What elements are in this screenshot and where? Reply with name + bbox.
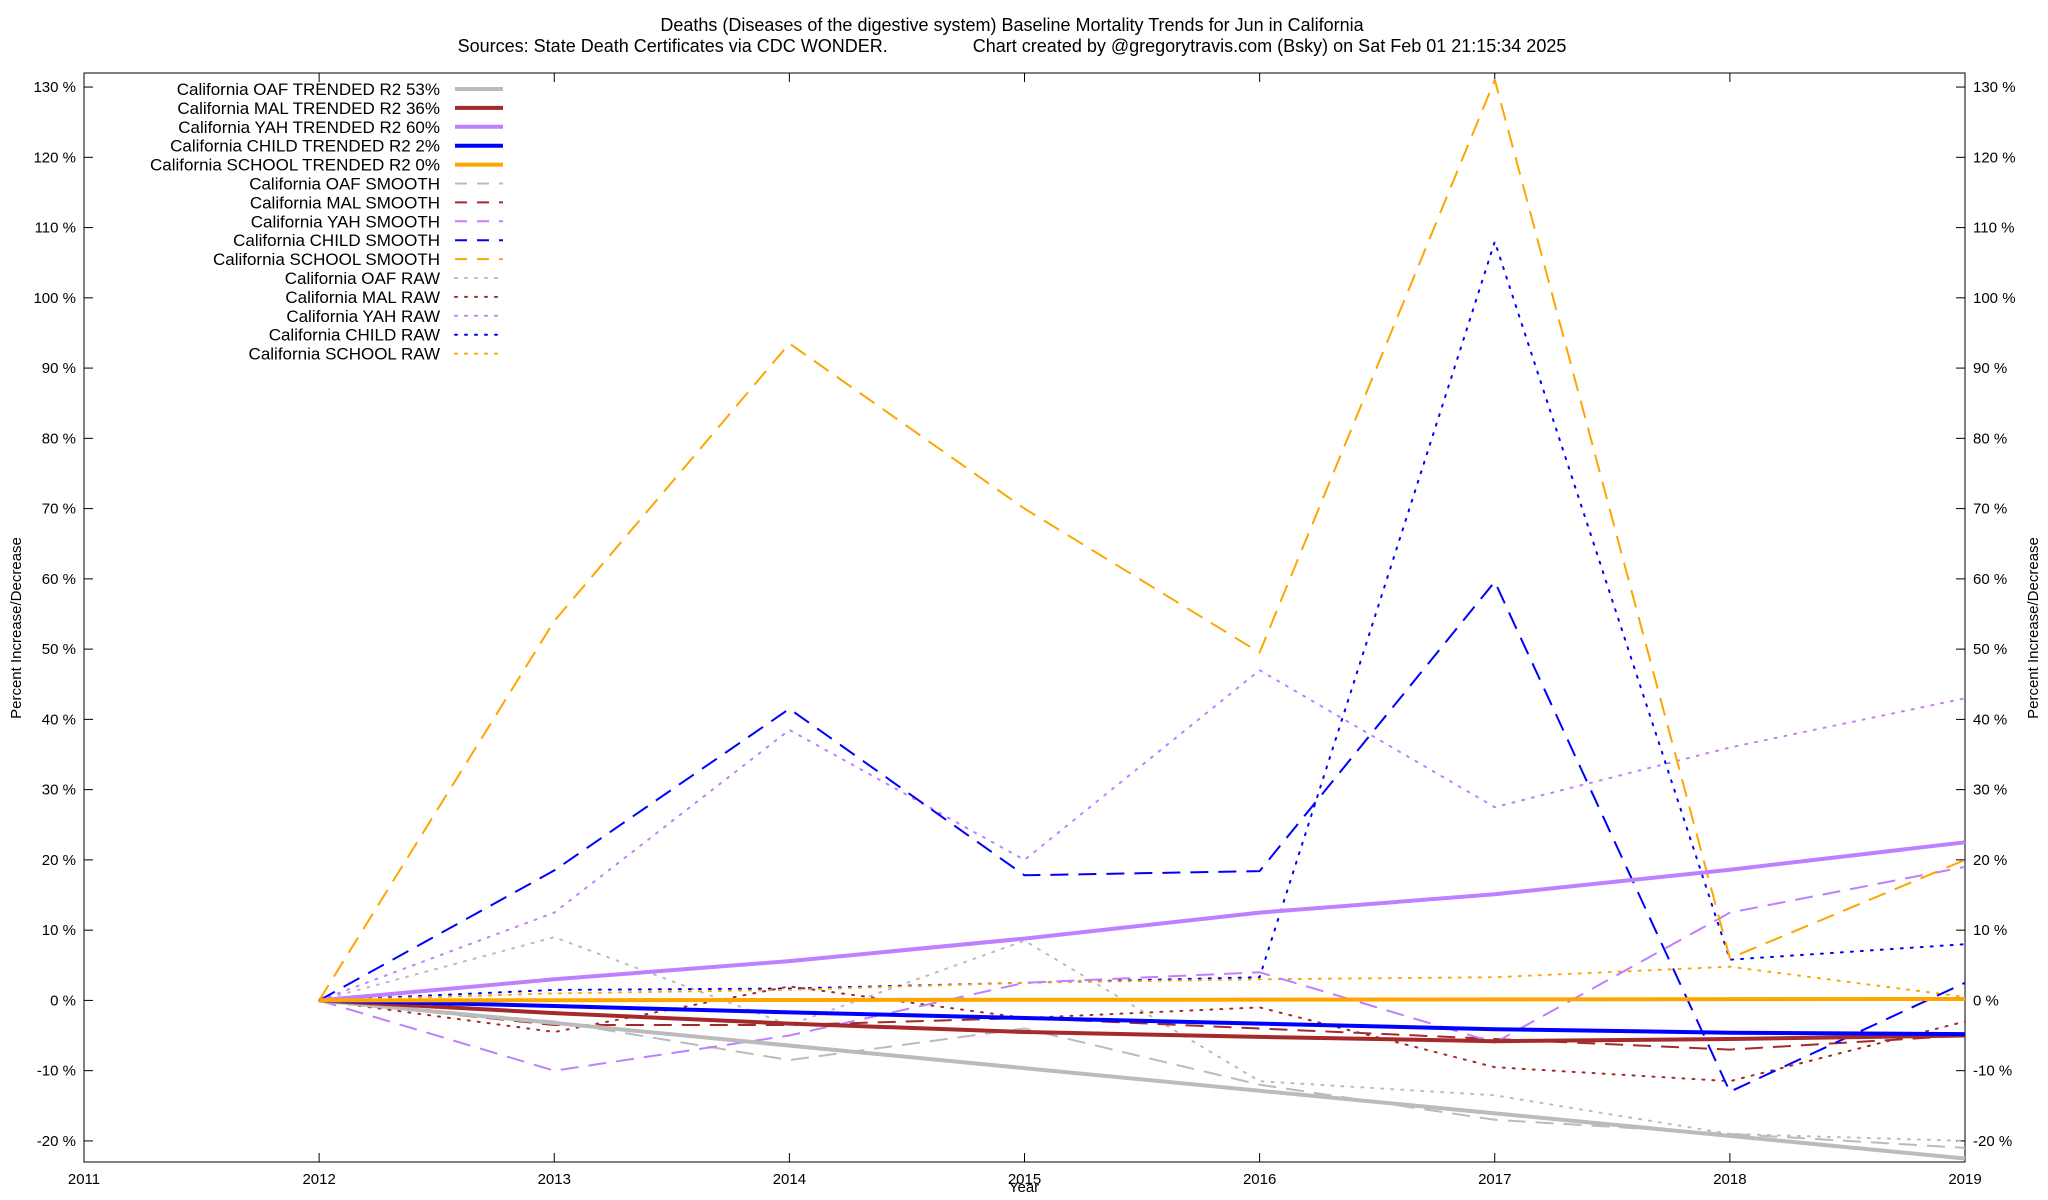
- series-line-california-mal-smooth: [318, 999, 1966, 1051]
- x-tick-label: 2014: [773, 1171, 806, 1188]
- y-tick-label-left: 40 %: [42, 711, 76, 728]
- x-tick-label: 2015: [1008, 1171, 1041, 1188]
- y-tick-label-right: 60 %: [1973, 571, 2007, 588]
- y-tick-label-left: 80 %: [42, 430, 76, 447]
- x-tick-label: 2013: [538, 1171, 571, 1188]
- series-line-california-school-smooth: [318, 79, 1966, 1001]
- y-tick-label-left: 130 %: [33, 79, 76, 96]
- chart-subtitle: Sources: State Death Certificates via CD…: [458, 36, 1567, 56]
- series-line-california-mal-raw: [318, 985, 1966, 1083]
- y-tick-label-left: 110 %: [35, 220, 76, 237]
- y-tick-label-right: 120 %: [1973, 149, 2016, 166]
- series-line-california-yah-trended-r2-60: [318, 840, 1966, 1003]
- y-tick-label-right: 130 %: [1973, 79, 2016, 96]
- legend-label: California SCHOOL TRENDED R2 0%: [150, 156, 440, 175]
- legend-label: California SCHOOL RAW: [249, 345, 440, 364]
- axis-ticks: 2011 2012 2013 2014 2015 2016 2017 2018 2019 -20 …: [33, 73, 2016, 1188]
- y-tick-label-left: 0 %: [50, 992, 76, 1009]
- x-tick-label: 2012: [302, 1171, 335, 1188]
- y-tick-label-left: 100 %: [33, 290, 76, 307]
- series-line-california-child-smooth: [318, 580, 1966, 1093]
- y-tick-label-right: 80 %: [1973, 430, 2007, 447]
- legend-label: California OAF SMOOTH: [249, 175, 440, 194]
- y-tick-label-right: -10 %: [1973, 1063, 2012, 1080]
- legend-label: California MAL TRENDED R2 36%: [177, 99, 440, 118]
- y-tick-label-right: 70 %: [1973, 501, 2007, 518]
- y-tick-label-left: 30 %: [42, 782, 76, 799]
- y-tick-label-right: 40 %: [1973, 711, 2007, 728]
- series-line-california-oaf-trended-r2-53: [318, 998, 1966, 1161]
- chart-title: Deaths (Diseases of the digestive system…: [660, 15, 1364, 35]
- legend: California OAF TRENDED R2 53%California …: [150, 80, 504, 364]
- y-tick-label-left: -10 %: [37, 1063, 76, 1080]
- series-line-california-school-raw: [318, 965, 1966, 1002]
- series-line-california-school-trended-r2-0: [319, 997, 1966, 1003]
- legend-label: California CHILD RAW: [269, 326, 440, 345]
- x-tick-label: 2017: [1478, 1171, 1511, 1188]
- y-tick-label-right: -20 %: [1973, 1133, 2012, 1150]
- y-tick-label-right: 30 %: [1973, 782, 2007, 799]
- y-tick-label-right: 0 %: [1973, 992, 1999, 1009]
- series-line-california-mal-trended-r2-36: [318, 998, 1966, 1044]
- series-line-california-child-trended-r2-2: [319, 998, 1966, 1037]
- y-tick-label-right: 100 %: [1973, 290, 2016, 307]
- legend-label: California YAH TRENDED R2 60%: [178, 118, 440, 137]
- legend-label: California YAH RAW: [286, 307, 440, 326]
- legend-label: California OAF RAW: [285, 269, 440, 288]
- legend-label: California MAL RAW: [285, 288, 440, 307]
- x-tick-label: 2019: [1948, 1171, 1981, 1188]
- series-line-california-oaf-raw: [318, 936, 1966, 1142]
- series-line-california-yah-smooth: [318, 865, 1966, 1072]
- y-tick-label-right: 90 %: [1973, 360, 2007, 377]
- x-tick-label: 2011: [68, 1171, 100, 1188]
- legend-label: California YAH SMOOTH: [251, 212, 440, 231]
- y-tick-label-right: 10 %: [1973, 922, 2007, 939]
- y-axis-title-right: Percent Increase/Decrease: [2025, 537, 2042, 719]
- legend-label: California CHILD SMOOTH: [233, 231, 440, 250]
- x-tick-label: 2016: [1243, 1171, 1276, 1188]
- y-tick-label-left: 10 %: [42, 922, 76, 939]
- y-tick-label-left: 20 %: [42, 852, 76, 869]
- y-tick-label-right: 110 %: [1973, 220, 2014, 237]
- y-tick-label-left: 50 %: [42, 641, 76, 658]
- y-tick-label-right: 20 %: [1973, 852, 2007, 869]
- y-tick-label-left: 90 %: [42, 360, 76, 377]
- x-axis-title: Year: [1009, 1179, 1039, 1196]
- y-tick-label-left: -20 %: [37, 1133, 76, 1150]
- y-axis-title-left: Percent Increase/Decrease: [8, 537, 25, 719]
- legend-label: California MAL SMOOTH: [250, 193, 440, 212]
- legend-label: California CHILD TRENDED R2 2%: [170, 137, 440, 156]
- x-tick-label: 2018: [1713, 1171, 1746, 1188]
- series-line-california-yah-raw: [318, 669, 1966, 1002]
- series-line-california-child-raw: [318, 240, 1966, 1002]
- y-tick-label-left: 70 %: [42, 501, 76, 518]
- y-tick-label-left: 120 %: [33, 149, 76, 166]
- series-lines: [318, 79, 1966, 1161]
- y-tick-label-right: 50 %: [1973, 641, 2007, 658]
- y-tick-label-left: 60 %: [42, 571, 76, 588]
- legend-label: California OAF TRENDED R2 53%: [177, 80, 440, 99]
- legend-label: California SCHOOL SMOOTH: [213, 250, 440, 269]
